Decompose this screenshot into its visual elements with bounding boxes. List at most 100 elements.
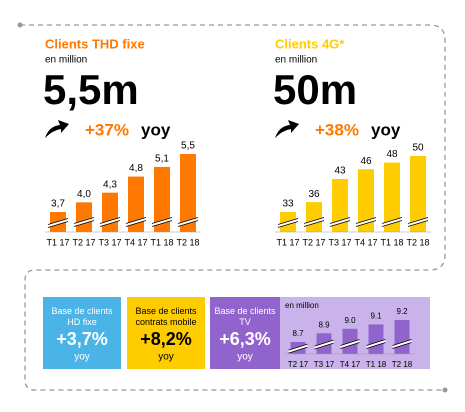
value-label: 43 <box>334 166 346 177</box>
x-tick-label: T3 17 <box>328 237 351 247</box>
break-mark <box>392 339 412 349</box>
break-mark <box>151 217 173 227</box>
break-mark <box>407 217 429 227</box>
break-mark <box>99 217 121 227</box>
frame <box>20 24 446 391</box>
chart-title: Clients 4G* <box>275 36 345 51</box>
value-label: 8.7 <box>292 329 304 338</box>
x-tick-label: T1 17 <box>46 237 69 247</box>
chart-subtitle: en million <box>275 55 317 66</box>
kpi-label: Base de clients contrats mobile <box>135 306 197 327</box>
value-label: 36 <box>308 189 320 200</box>
bar <box>306 202 322 232</box>
bar <box>154 166 170 232</box>
x-tick-label: T2 18 <box>392 360 413 369</box>
x-tick-label: T3 17 <box>98 237 121 247</box>
break-mark <box>73 217 95 227</box>
value-label: 5,5 <box>181 141 195 152</box>
x-tick-label: T1 18 <box>366 360 387 369</box>
break-mark <box>125 217 147 227</box>
x-tick-label: T2 17 <box>288 360 309 369</box>
break-mark <box>288 344 308 354</box>
break-mark <box>303 217 325 227</box>
bar <box>180 154 196 232</box>
value-label: 4,0 <box>77 189 91 200</box>
bar <box>410 156 426 232</box>
chart-title: Clients THD fixe <box>45 36 145 51</box>
arrow-icon <box>275 120 299 138</box>
x-tick-label: T2 18 <box>406 237 429 247</box>
x-tick-label: T1 18 <box>150 237 173 247</box>
x-tick-label: T1 18 <box>380 237 403 247</box>
break-mark <box>407 217 429 227</box>
break-mark <box>314 339 334 350</box>
headline: 50m <box>273 66 357 113</box>
bar <box>342 328 358 354</box>
frame-dot <box>442 387 448 393</box>
value-label: 9.0 <box>344 316 356 325</box>
x-tick-label: T2 17 <box>72 237 95 247</box>
break-mark <box>177 217 199 227</box>
value-label: 4,8 <box>129 163 143 174</box>
frame-end <box>430 270 445 390</box>
kpi-box <box>127 297 205 369</box>
break-mark <box>125 217 147 227</box>
bar <box>102 192 118 232</box>
x-tick-label: T4 17 <box>124 237 147 247</box>
break-mark <box>366 339 386 349</box>
kpi-value: +8,2% <box>140 329 192 349</box>
kpi-label: Base de clients HD fixe <box>51 306 113 327</box>
value-label: 3,7 <box>51 199 65 210</box>
break-mark <box>392 339 412 349</box>
kpi-box <box>210 297 280 369</box>
break-mark <box>329 217 351 227</box>
value-label: 48 <box>386 149 398 160</box>
x-tick-label: T4 17 <box>340 360 361 369</box>
growth: +38% <box>315 120 359 139</box>
chart-subtitle: en million <box>45 55 87 66</box>
headline: 5,5m <box>43 66 139 113</box>
break-mark <box>177 217 199 227</box>
kpi-value: +6,3% <box>219 329 271 349</box>
break-mark <box>314 340 334 350</box>
break-mark <box>288 343 308 354</box>
value-label: 46 <box>360 156 372 167</box>
arrow-icon <box>45 120 69 138</box>
kpi-suffix: yoy <box>74 352 90 363</box>
value-label: 50 <box>412 143 424 154</box>
value-label: 9.1 <box>370 312 382 321</box>
kpi-label: Base de clients TV <box>214 306 276 327</box>
growth-suffix: yoy <box>141 120 171 139</box>
kpi-suffix: yoy <box>237 352 253 363</box>
break-mark <box>47 218 69 228</box>
frame-dot <box>17 22 23 28</box>
break-mark <box>355 217 377 227</box>
x-tick-label: T2 18 <box>176 237 199 247</box>
break-mark <box>381 217 403 227</box>
bar <box>332 179 348 232</box>
value-label: 8.9 <box>318 320 330 329</box>
growth: +37% <box>85 120 129 139</box>
break-mark <box>355 217 377 227</box>
value-label: 33 <box>282 199 294 210</box>
break-mark <box>340 339 360 349</box>
x-tick-label: T1 17 <box>276 237 299 247</box>
x-tick-label: T4 17 <box>354 237 377 247</box>
value-label: 9.2 <box>396 307 408 316</box>
break-mark <box>47 218 69 228</box>
x-tick-label: T2 17 <box>302 237 325 247</box>
break-mark <box>151 217 173 227</box>
value-label: 5,1 <box>155 154 169 165</box>
growth-suffix: yoy <box>371 120 401 139</box>
break-mark <box>303 217 325 227</box>
break-mark <box>277 218 299 228</box>
x-tick-label: T3 17 <box>314 360 335 369</box>
bar <box>384 162 400 232</box>
kpi-value: +3,7% <box>56 329 108 349</box>
break-mark <box>366 339 386 349</box>
bar <box>358 169 374 232</box>
kpi-box <box>43 297 121 369</box>
kpi-suffix: yoy <box>158 352 174 363</box>
chart-subtitle: en million <box>285 301 319 310</box>
